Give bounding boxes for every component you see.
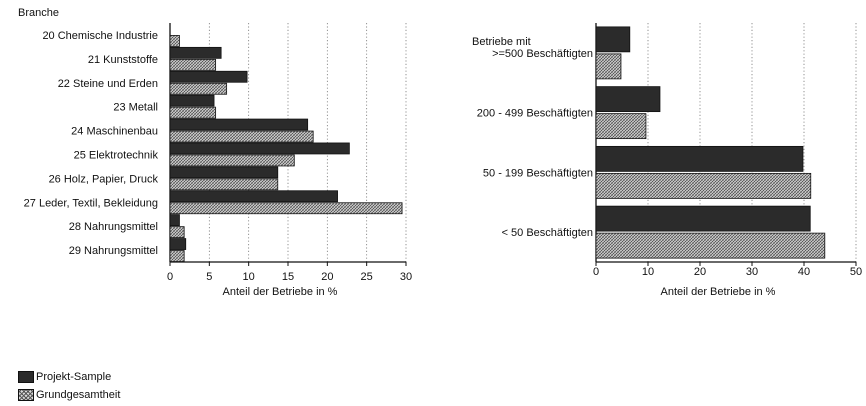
bar-project-sample [169, 118, 309, 131]
x-tick-label: 10 [642, 266, 654, 278]
bar-population [595, 113, 647, 140]
bar-project-sample [169, 142, 350, 155]
category-label: 27 Leder, Textil, Bekleidung [24, 197, 158, 209]
bar-population [169, 154, 295, 167]
bar-population [169, 82, 228, 95]
x-tick-label: 40 [798, 266, 810, 278]
bar-project-sample [169, 46, 222, 59]
x-tick-label: 15 [282, 271, 294, 283]
category-label: 200 - 499 Beschäftigten [477, 108, 593, 120]
bar-population [169, 178, 279, 191]
bar-population [595, 232, 826, 259]
bar-project-sample [169, 238, 187, 250]
category-label: < 50 Beschäftigten [502, 227, 593, 239]
x-tick-label: 5 [206, 271, 212, 283]
bar-population [169, 250, 185, 262]
x-tick-label: 50 [850, 266, 862, 278]
legend-item-population: Grundgesamtheit [18, 389, 120, 401]
category-header: Betriebe mit [472, 36, 531, 48]
bar-population [169, 226, 185, 239]
bar-project-sample [595, 205, 811, 232]
legend-label-population: Grundgesamtheit [36, 389, 121, 401]
x-tick-label: 30 [746, 266, 758, 278]
category-label: 20 Chemische Industrie [42, 30, 158, 42]
category-label: 26 Holz, Papier, Druck [49, 173, 159, 185]
bar-population [169, 106, 217, 119]
x-tick-label: 10 [243, 271, 255, 283]
bar-population [595, 172, 812, 199]
x-tick-label: 25 [361, 271, 373, 283]
bar-project-sample [169, 70, 248, 83]
category-label: 23 Metall [113, 102, 158, 114]
x-tick-label: 20 [694, 266, 706, 278]
bar-project-sample [169, 214, 180, 227]
x-tick-label: 0 [593, 266, 599, 278]
bar-project-sample [169, 166, 279, 179]
industry-chart: 0 5 10 15 20 25 30 Anteil der Betriebe in % Bran… [18, 7, 412, 298]
category-label: 29 Nahrungsmittel [69, 245, 158, 257]
bar-project-sample [169, 190, 338, 203]
bar-project-sample [595, 26, 631, 53]
bar-population [595, 53, 622, 80]
bar-population [169, 130, 314, 143]
bar-project-sample [595, 145, 804, 172]
bar-population [169, 58, 217, 71]
legend-swatch-population [18, 389, 34, 401]
x-axis-label: Anteil der Betriebe in % [223, 286, 338, 298]
bar-project-sample [169, 94, 215, 107]
category-label: 21 Kunststoffe [88, 54, 158, 66]
category-label: 28 Nahrungsmittel [69, 221, 158, 233]
category-label: 50 - 199 Beschäftigten [483, 167, 593, 179]
x-tick-label: 0 [167, 271, 173, 283]
category-label: >=500 Beschäftigten [492, 48, 593, 60]
category-label: 22 Steine und Erden [58, 78, 158, 90]
company-size-chart: 0 10 20 30 40 50 Anteil der Betriebe in % Betri… [472, 23, 862, 298]
x-tick-label: 30 [400, 271, 412, 283]
category-label: 24 Maschinenbau [71, 126, 158, 138]
bar-population [169, 202, 403, 215]
category-label: 25 Elektrotechnik [74, 149, 159, 161]
legend-swatch-project [18, 371, 34, 383]
category-header: Branche [18, 7, 59, 19]
bar-population [169, 35, 180, 47]
legend-label-project: Projekt-Sample [36, 371, 112, 383]
bar-project-sample [595, 86, 661, 113]
x-tick-label: 20 [321, 271, 333, 283]
x-axis-label: Anteil der Betriebe in % [661, 286, 776, 298]
legend-item-project: Projekt-Sample [18, 371, 111, 383]
